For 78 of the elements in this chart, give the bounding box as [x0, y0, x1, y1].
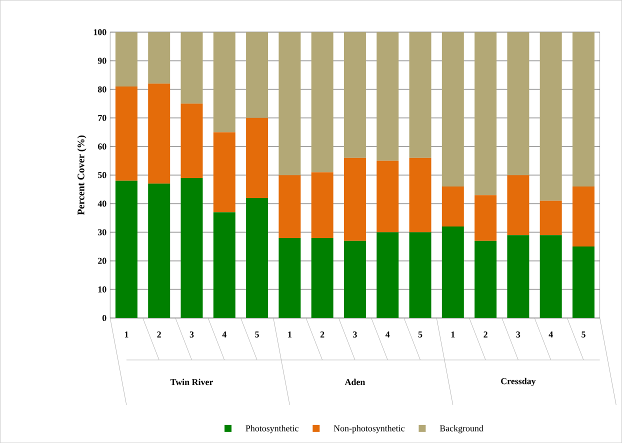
bar — [311, 172, 334, 238]
x-tick-label: 4 — [548, 331, 553, 338]
y-tick-label: 30 — [98, 229, 106, 236]
bar — [540, 200, 562, 236]
bar — [213, 132, 236, 212]
bar — [507, 175, 530, 236]
bar — [344, 32, 366, 158]
bar — [246, 32, 268, 118]
y-tick-label: 0 — [102, 314, 106, 321]
bar — [507, 235, 530, 318]
bar — [376, 160, 399, 232]
bar — [474, 32, 497, 196]
x-tick-label: 1 — [288, 331, 292, 338]
bar — [278, 175, 301, 238]
bar — [442, 32, 464, 186]
bar — [344, 158, 366, 241]
y-tick-label: 100 — [94, 29, 106, 36]
bar — [180, 104, 203, 178]
bar — [409, 232, 432, 318]
y-tick-label: 10 — [98, 286, 106, 292]
bar — [474, 195, 497, 241]
x-tick-label: 5 — [582, 331, 586, 338]
y-tick-label: 60 — [98, 143, 106, 150]
bar — [213, 32, 236, 132]
bar — [148, 32, 170, 84]
legend-label: Photosynthetic — [246, 425, 298, 434]
text: Aden — [344, 378, 366, 386]
bar — [572, 186, 594, 246]
y-tick-label: 40 — [98, 200, 106, 207]
bar — [180, 178, 203, 318]
bar — [115, 32, 138, 86]
bar — [148, 84, 170, 184]
bar — [246, 118, 268, 198]
x-tick-label: 5 — [255, 331, 259, 338]
x-tick-label: 3 — [190, 331, 194, 338]
bar — [311, 32, 334, 172]
y-tick-label: 90 — [98, 58, 106, 64]
x-tick-label: 4 — [222, 331, 226, 338]
bar — [540, 32, 562, 201]
bar — [278, 238, 301, 318]
x-tick-label: 4 — [386, 331, 390, 338]
y-axis-title: Percent Cover (%) — [77, 135, 86, 215]
text: Cressday — [501, 378, 536, 386]
bar — [572, 32, 594, 186]
y-tick-label: 80 — [98, 86, 106, 92]
bar — [344, 240, 366, 318]
y-tick-label: 70 — [98, 114, 106, 121]
x-tick-label: 2 — [484, 331, 488, 338]
legend-label: Non-photosynthetic — [334, 425, 404, 434]
bar — [311, 238, 334, 318]
x-tick-label: 3 — [516, 331, 520, 338]
bar — [180, 32, 203, 104]
y-tick-label: 20 — [98, 258, 106, 264]
bar — [442, 226, 464, 318]
bar — [409, 158, 432, 232]
y-tick-label: 50 — [98, 172, 106, 178]
text: Twin River — [170, 378, 213, 386]
bar — [409, 32, 432, 158]
bar — [246, 198, 268, 318]
bar — [507, 32, 530, 176]
x-tick-label: 3 — [353, 331, 357, 338]
bar — [148, 184, 170, 318]
bar — [115, 180, 138, 318]
bar — [572, 246, 594, 318]
bar — [474, 240, 497, 318]
legend-label: Background — [440, 425, 484, 434]
bar — [115, 86, 138, 181]
bar — [213, 212, 236, 318]
x-tick-label: 2 — [157, 331, 161, 338]
bar — [376, 32, 399, 161]
x-tick-label: 1 — [124, 331, 128, 338]
bar — [540, 235, 562, 318]
bar — [376, 232, 399, 318]
bar — [278, 32, 301, 176]
x-tick-label: 5 — [418, 331, 422, 338]
x-tick-label: 1 — [451, 331, 455, 338]
bar — [442, 186, 464, 226]
x-tick-label: 2 — [320, 331, 324, 338]
